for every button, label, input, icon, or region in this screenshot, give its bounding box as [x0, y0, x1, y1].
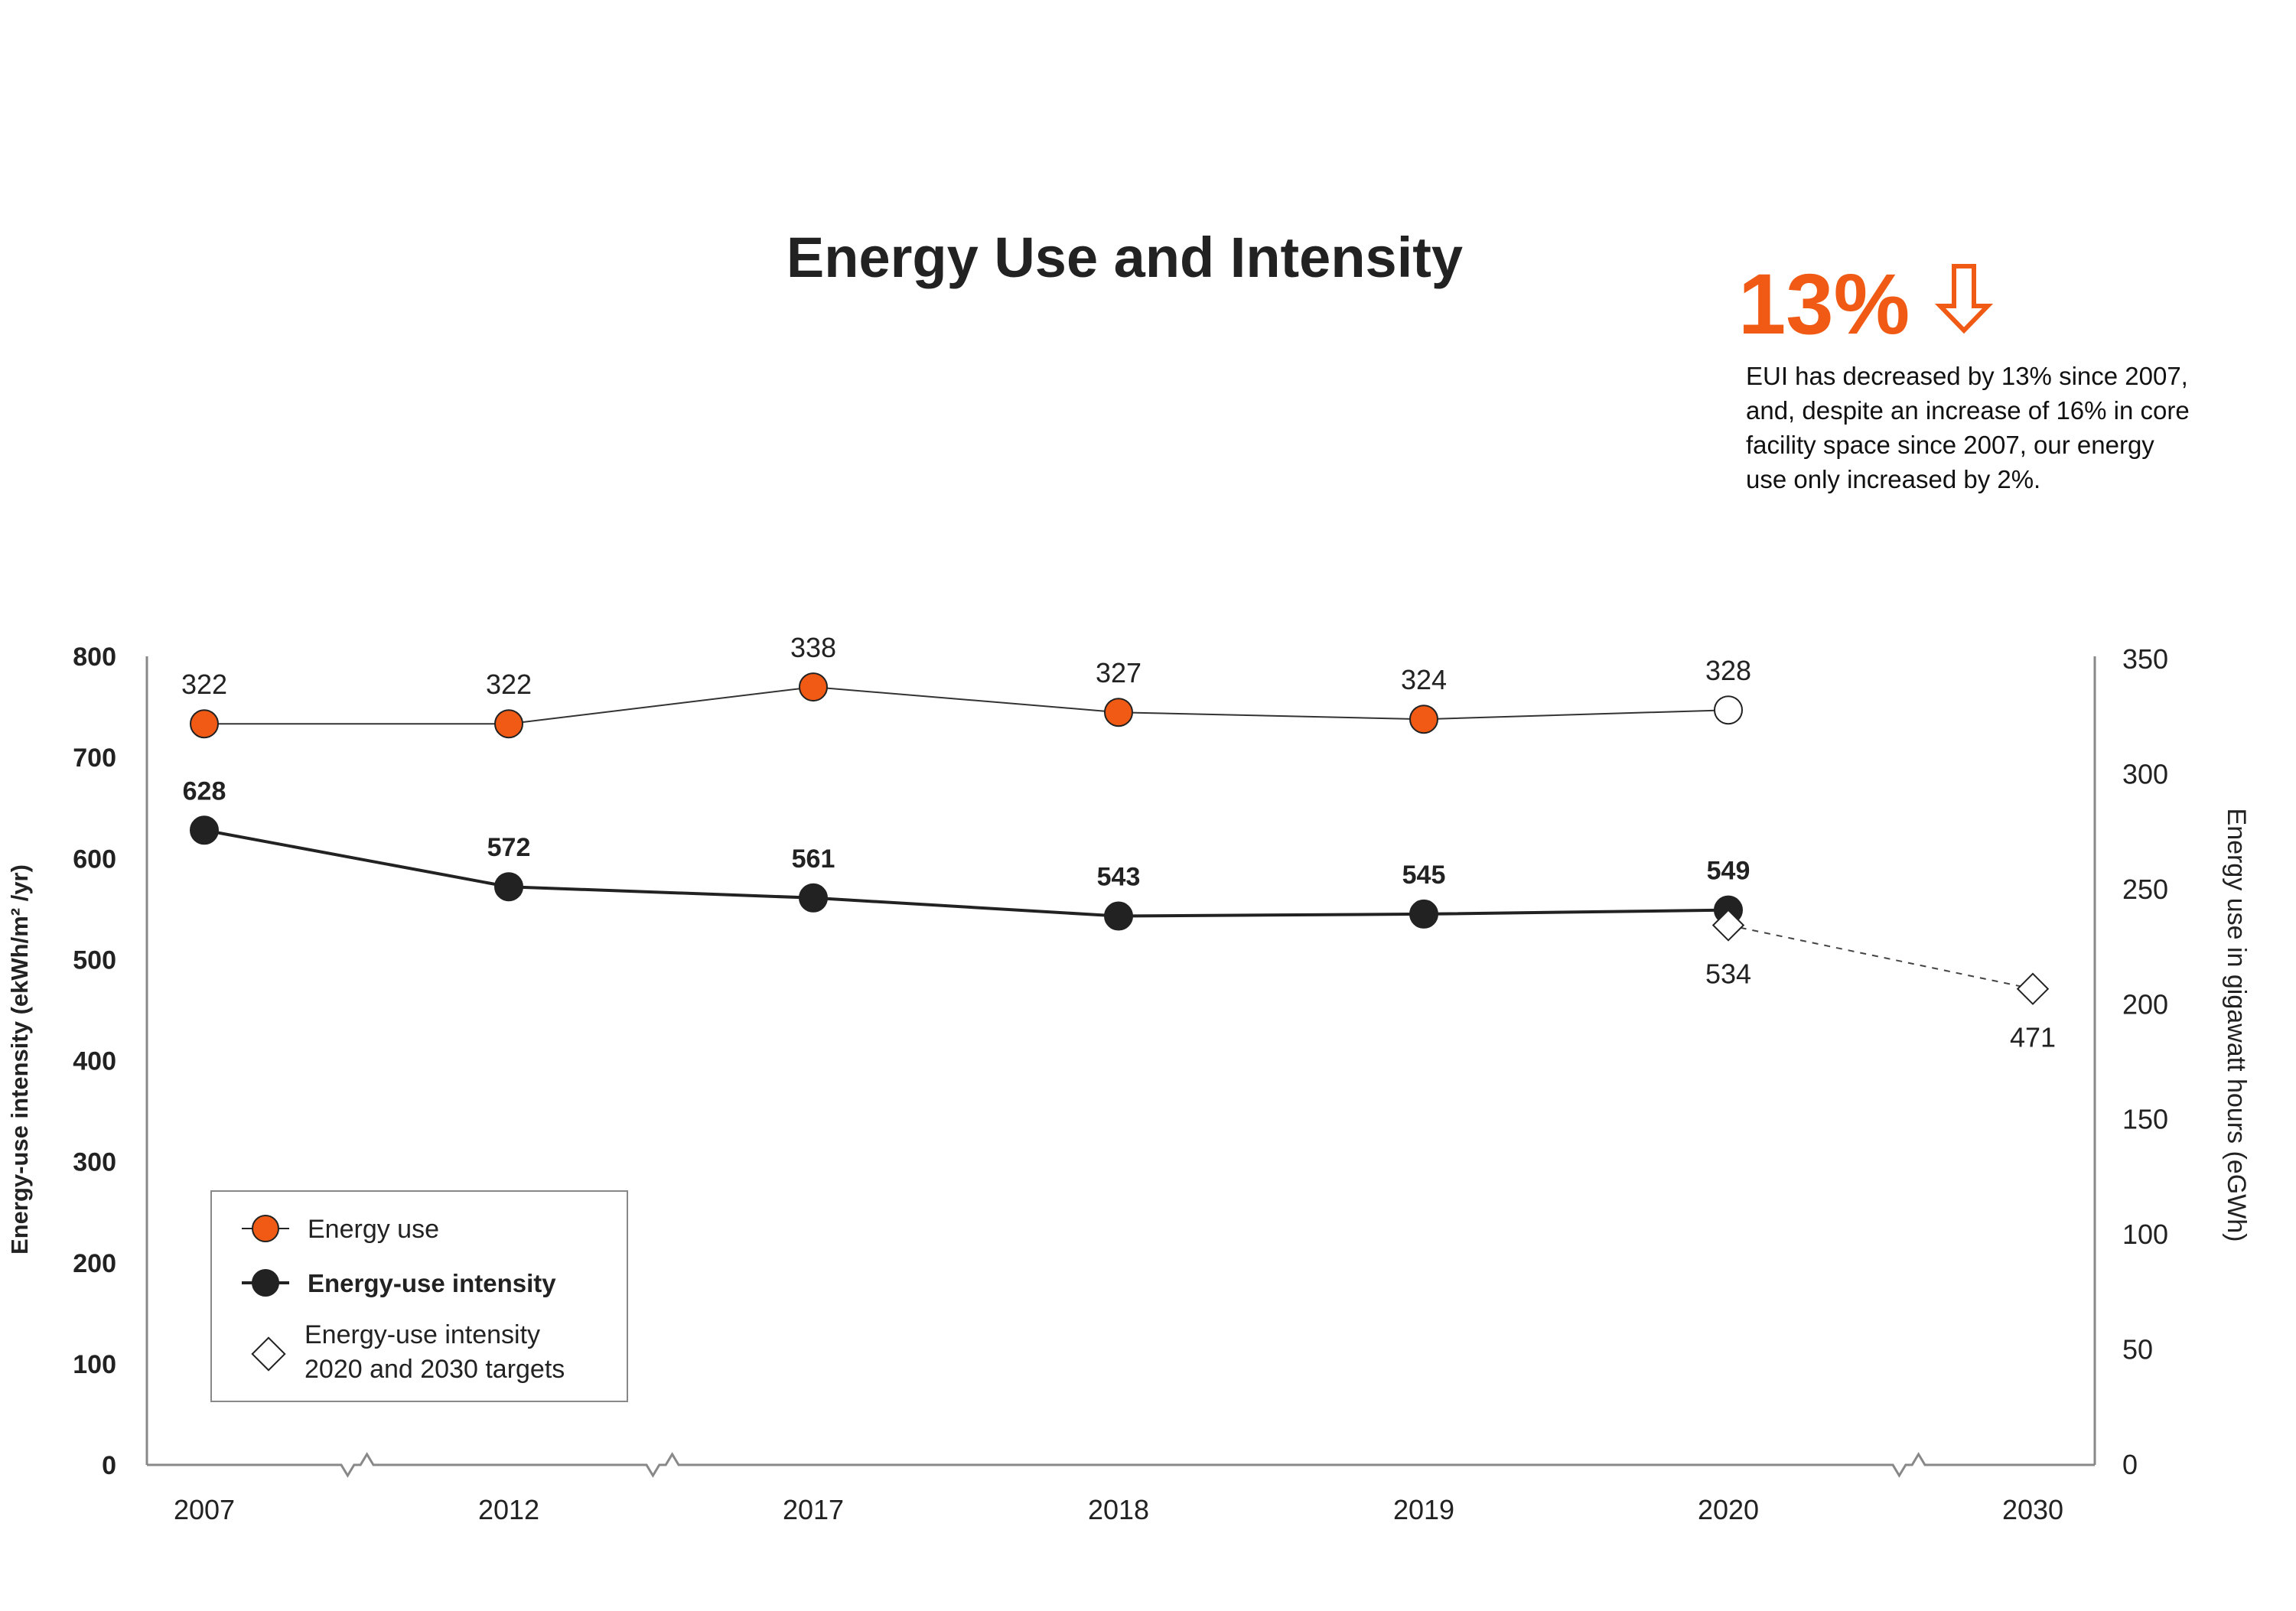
right-tick-label: 150 — [2122, 1104, 2168, 1135]
legend-label-targets-line2: 2020 and 2030 targets — [305, 1355, 565, 1384]
x-tick-label: 2020 — [1698, 1494, 1759, 1525]
eui-data-label: 572 — [487, 833, 531, 862]
legend-marker-energy-use — [252, 1215, 279, 1242]
eui-point — [1104, 901, 1133, 931]
energy-use-point — [494, 709, 523, 739]
x-axis-baseline — [147, 1452, 2095, 1478]
eui-data-label: 549 — [1707, 857, 1750, 886]
x-axis-ticks: 2007 2012 2017 2018 2019 2020 2030 — [174, 1494, 2063, 1525]
eui-point — [494, 872, 523, 902]
eui-target-series: 534 471 — [1705, 909, 2056, 1053]
right-tick-label: 50 — [2122, 1334, 2153, 1365]
energy-use-data-label: 328 — [1705, 655, 1751, 686]
callout: 13% EUI has decreased by 13% since 2007,… — [1738, 256, 2190, 493]
energy-use-data-label: 322 — [486, 669, 532, 700]
x-tick-label: 2017 — [783, 1494, 844, 1525]
chart-title: Energy Use and Intensity — [787, 226, 1463, 289]
eui-data-label: 543 — [1097, 863, 1141, 892]
callout-percentage: 13% — [1738, 256, 1910, 352]
legend-marker-eui — [252, 1269, 279, 1297]
energy-use-line — [204, 686, 1729, 725]
legend: Energy use Energy-use intensity Energy-u… — [210, 1190, 628, 1402]
eui-data-label: 561 — [792, 845, 835, 874]
eui-point — [1409, 899, 1438, 929]
left-tick-label: 700 — [73, 744, 116, 773]
eui-target-point — [2016, 972, 2050, 1005]
left-tick-label: 400 — [73, 1047, 116, 1076]
energy-use-series: 322 322 338 327 324 328 — [181, 632, 1751, 739]
legend-box — [210, 1190, 628, 1402]
eui-target-point — [1711, 909, 1745, 942]
callout-line-4: use only increased by 2%. — [1746, 465, 2040, 493]
eui-point — [799, 883, 828, 913]
left-tick-label: 800 — [73, 643, 116, 672]
x-axis-line — [147, 1452, 2095, 1478]
callout-line-2: and, despite an increase of 16% in core — [1746, 396, 2190, 425]
eui-target-data-label: 471 — [2010, 1022, 2056, 1053]
callout-line-3: facility space since 2007, our energy — [1746, 431, 2154, 459]
right-tick-label: 200 — [2122, 988, 2168, 1020]
left-tick-label: 600 — [73, 845, 116, 874]
right-tick-label: 100 — [2122, 1219, 2168, 1250]
left-tick-label: 500 — [73, 945, 116, 975]
energy-use-point — [1104, 698, 1133, 727]
eui-point — [190, 815, 219, 845]
right-tick-label: 250 — [2122, 874, 2168, 905]
eui-target-line — [1728, 924, 2034, 990]
energy-use-point — [799, 672, 828, 702]
down-arrow-icon — [1934, 264, 1994, 334]
energy-use-point — [1714, 695, 1743, 725]
energy-use-data-label: 322 — [181, 669, 227, 700]
eui-line — [204, 828, 1729, 918]
legend-label-eui: Energy-use intensity — [308, 1269, 556, 1297]
left-axis-label: Energy-use intensity (ekWh/m² /yr) — [6, 864, 33, 1255]
right-axis-label: Energy use in gigawatt hours (eGWh) — [2222, 809, 2251, 1242]
left-tick-label: 0 — [102, 1451, 116, 1480]
eui-data-label: 628 — [183, 776, 226, 806]
left-axis-ticks: 0 100 200 300 400 500 600 700 800 — [73, 643, 116, 1480]
right-tick-label: 300 — [2122, 758, 2168, 789]
energy-use-data-label: 338 — [790, 632, 836, 663]
energy-use-data-label: 324 — [1401, 664, 1447, 695]
left-tick-label: 100 — [73, 1350, 116, 1379]
eui-data-label: 545 — [1402, 861, 1446, 890]
x-tick-label: 2018 — [1088, 1494, 1149, 1525]
eui-target-data-label: 534 — [1705, 958, 1751, 989]
right-axis-ticks: 0 50 100 150 200 250 300 350 — [2122, 643, 2168, 1480]
right-tick-label: 0 — [2122, 1449, 2138, 1480]
legend-label-energy-use: Energy use — [308, 1215, 439, 1244]
left-tick-label: 200 — [73, 1249, 116, 1278]
right-tick-label: 350 — [2122, 643, 2168, 675]
x-tick-label: 2019 — [1393, 1494, 1454, 1525]
x-tick-label: 2012 — [478, 1494, 539, 1525]
legend-marker-targets — [251, 1336, 286, 1372]
x-tick-label: 2030 — [2002, 1494, 2063, 1525]
energy-use-point — [1409, 705, 1438, 734]
legend-label-targets-line1: Energy-use intensity — [305, 1320, 540, 1349]
energy-use-data-label: 327 — [1096, 657, 1141, 688]
left-tick-label: 300 — [73, 1148, 116, 1177]
energy-use-point — [190, 709, 219, 739]
x-tick-label: 2007 — [174, 1494, 235, 1525]
eui-series: 628 572 561 543 545 549 — [183, 776, 1750, 931]
callout-line-1: EUI has decreased by 13% since 2007, — [1746, 362, 2188, 390]
